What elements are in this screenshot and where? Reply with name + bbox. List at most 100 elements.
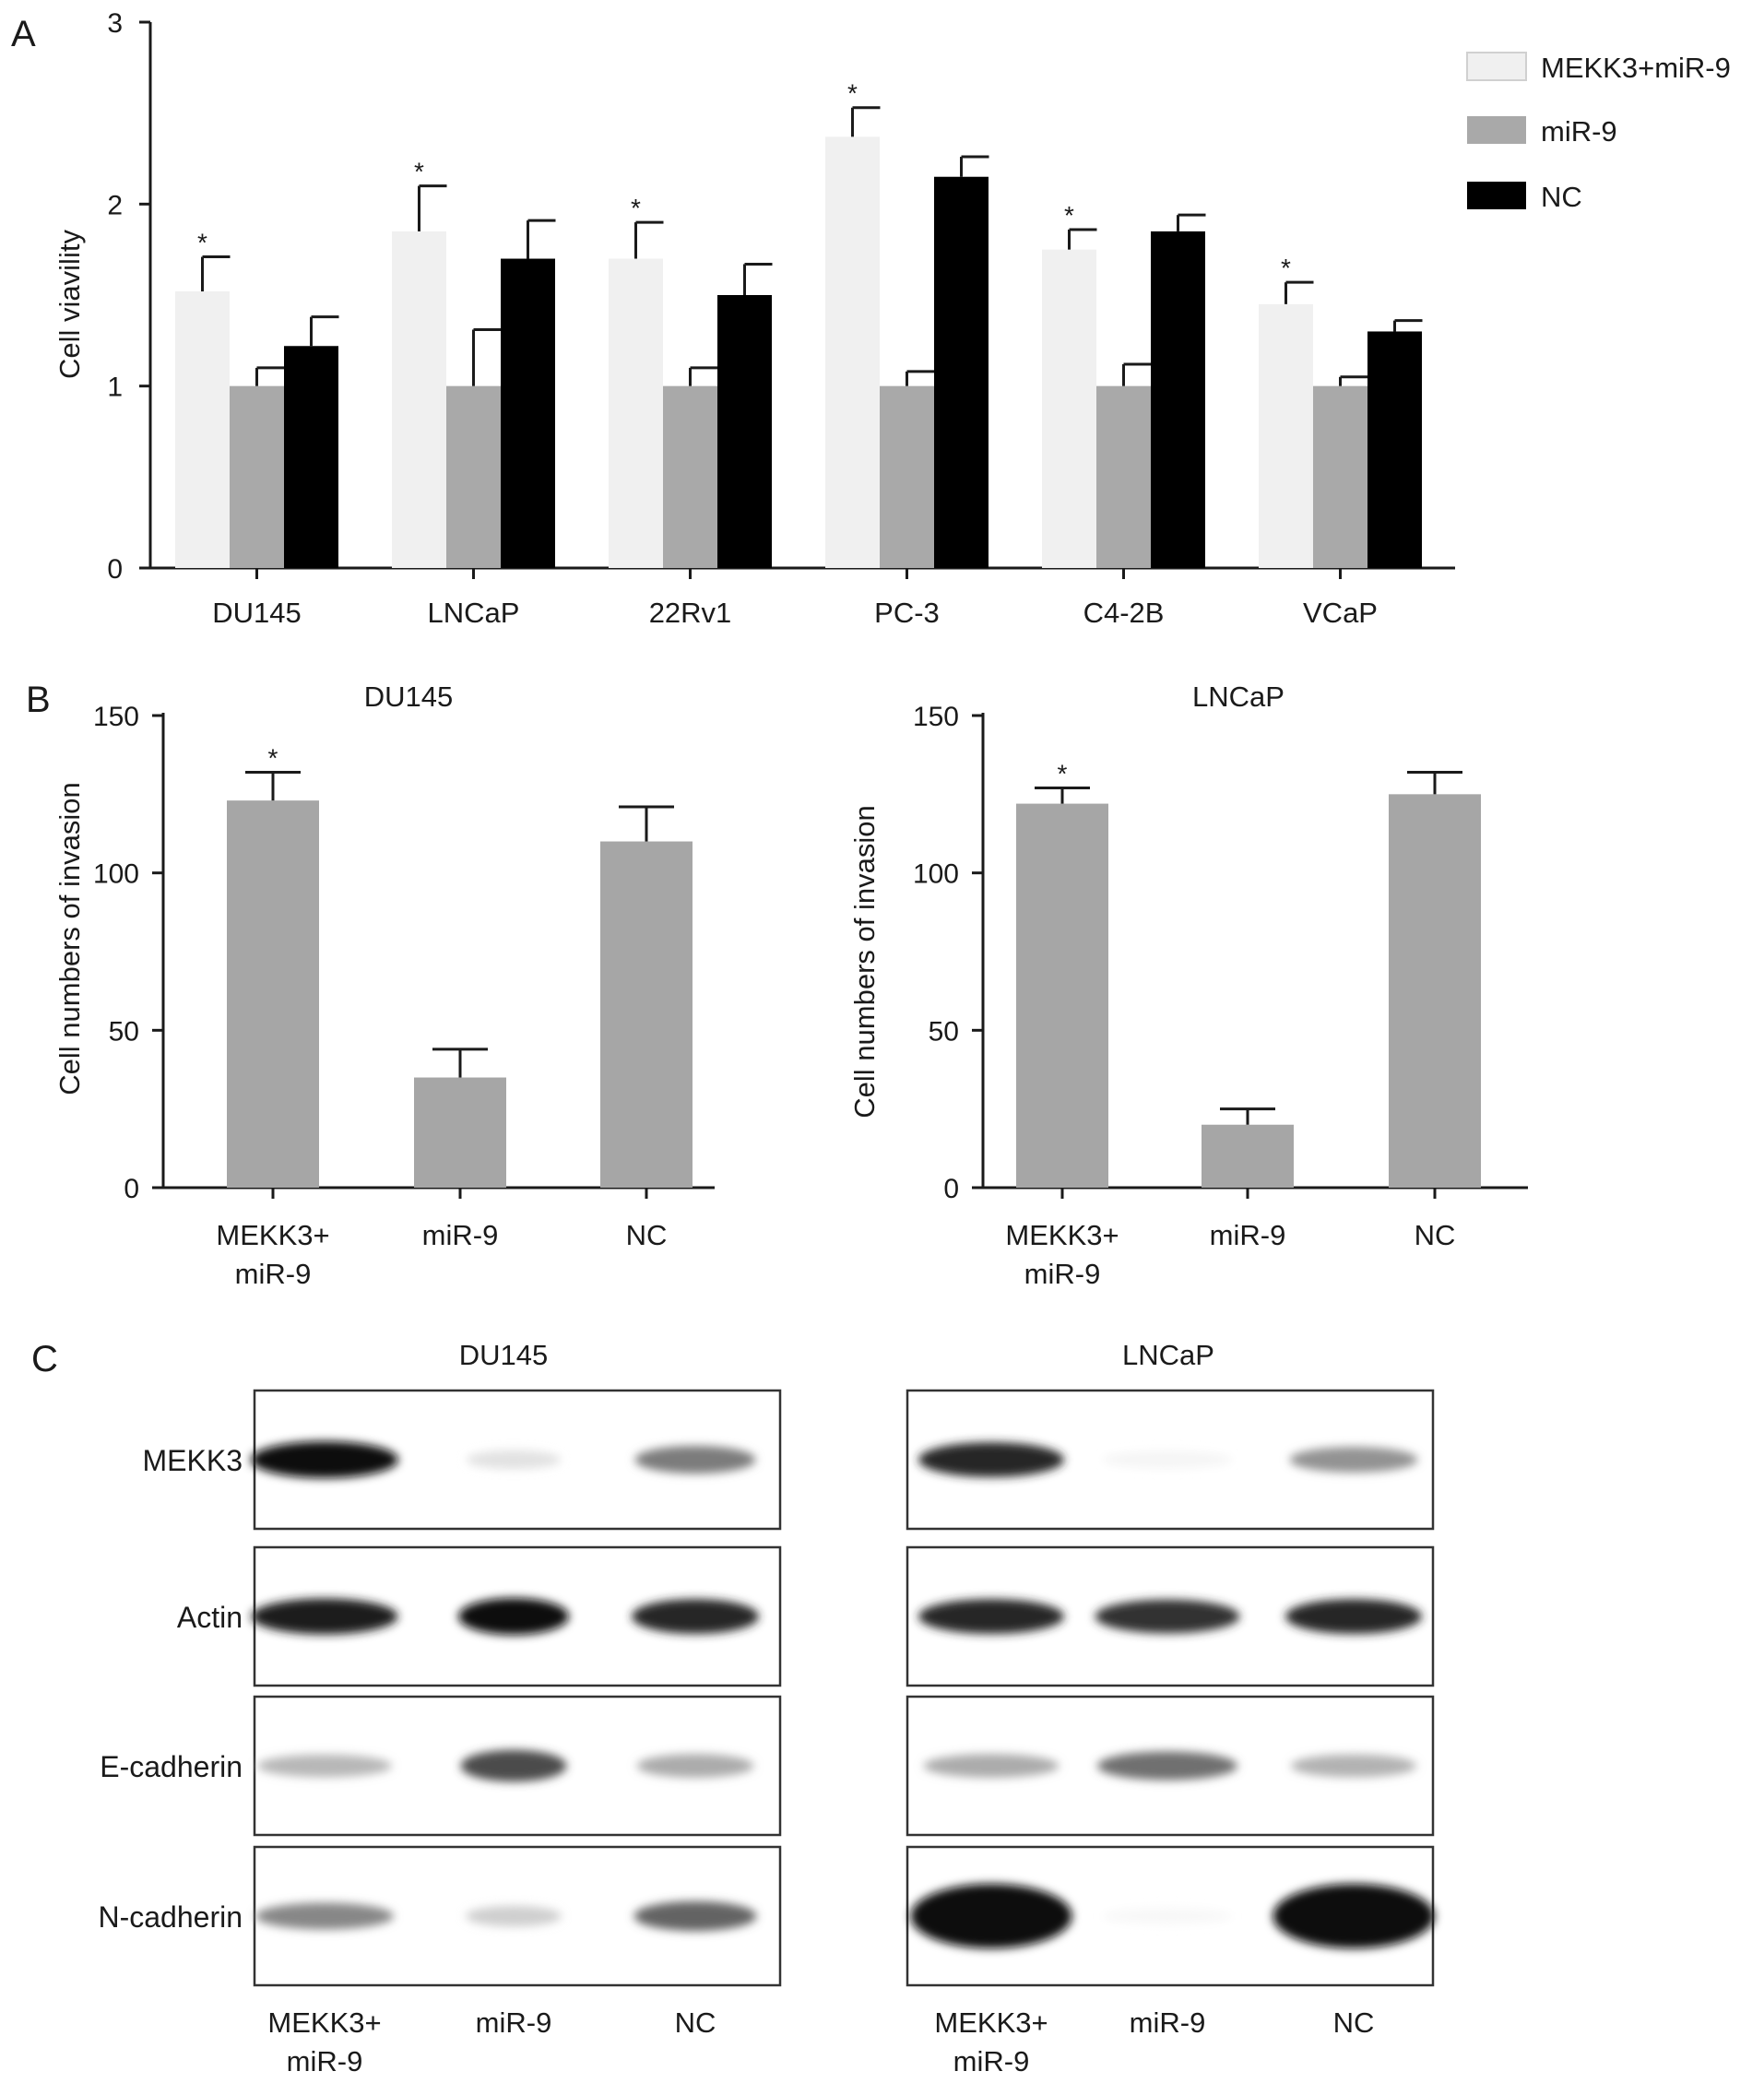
bar xyxy=(609,258,663,568)
bar xyxy=(1389,794,1481,1188)
x-tick-label: NC xyxy=(1415,1219,1456,1251)
bar xyxy=(934,176,989,568)
bar xyxy=(175,291,230,568)
blot-band xyxy=(632,1599,759,1634)
blot-row-label: MEKK3 xyxy=(143,1444,243,1477)
bar xyxy=(446,385,501,568)
x-tick-label: MEKK3+ xyxy=(1005,1219,1119,1251)
blot-band xyxy=(910,1884,1072,1948)
y-axis-title: Cell numbers of invasion xyxy=(848,805,881,1118)
y-axis-title: Cell numbers of invasion xyxy=(53,782,86,1095)
legend-swatch xyxy=(1467,182,1526,209)
blot-band xyxy=(251,1598,398,1635)
x-tick-label: miR-9 xyxy=(422,1219,499,1251)
y-tick-label: 50 xyxy=(929,1016,959,1047)
blot-band xyxy=(1285,1599,1422,1634)
blot-band xyxy=(251,1441,398,1478)
x-tick-label: LNCaP xyxy=(428,597,520,629)
bar xyxy=(284,346,338,568)
bar xyxy=(1202,1124,1294,1188)
blot-lane-label: miR-9 xyxy=(287,2045,363,2077)
blot-row-label: E-cadherin xyxy=(100,1750,243,1783)
x-tick-label: DU145 xyxy=(212,597,302,629)
panel-letter-a: A xyxy=(11,14,36,54)
blot-band xyxy=(918,1442,1064,1477)
blot-lane-label: miR-9 xyxy=(953,2045,1030,2077)
blot-band xyxy=(1097,1751,1237,1781)
x-tick-label: PC-3 xyxy=(874,597,940,629)
bar xyxy=(392,231,446,568)
cell-viability-chart: Cell viavility 0 1 2 3 * * * * * * DU145 LNCaP 22R… xyxy=(53,8,1731,629)
x-tick-label: 22Rv1 xyxy=(649,597,732,629)
x-tick-label: VCaP xyxy=(1303,597,1378,629)
y-tick-label: 150 xyxy=(913,702,959,732)
bar xyxy=(230,385,284,568)
y-tick-label: 0 xyxy=(124,1174,139,1204)
bar xyxy=(414,1077,506,1188)
significance-star: * xyxy=(631,194,641,222)
blot-row-label: Actin xyxy=(177,1601,243,1634)
blot-band xyxy=(633,1900,757,1932)
significance-star: * xyxy=(414,158,424,186)
blot-band xyxy=(255,1902,394,1930)
significance-star: * xyxy=(197,229,207,257)
bar xyxy=(1259,303,1313,568)
bar xyxy=(717,295,772,568)
panel-letter-b: B xyxy=(26,680,51,720)
x-tick-label: NC xyxy=(626,1219,668,1251)
blot-band xyxy=(1102,1907,1233,1925)
blot-band xyxy=(923,1754,1060,1778)
blot-band xyxy=(1102,1450,1233,1469)
blot-lane-label: NC xyxy=(1333,2006,1375,2039)
bar xyxy=(1367,331,1422,568)
bar xyxy=(600,841,693,1188)
blot-lane-label: MEKK3+ xyxy=(267,2006,381,2039)
blot-band xyxy=(1273,1884,1435,1948)
blot-lane-label: MEKK3+ xyxy=(934,2006,1048,2039)
bar xyxy=(501,258,555,568)
blot-band xyxy=(466,1450,562,1470)
blot-title-du145: DU145 xyxy=(459,1339,549,1371)
legend-swatch xyxy=(1467,116,1526,144)
blot-band xyxy=(634,1445,756,1474)
bar xyxy=(227,800,319,1188)
invasion-chart-du145: DU145 Cell numbers of invasion 0 50 100 150… xyxy=(53,681,715,1290)
blot-band xyxy=(466,1905,562,1927)
blot-lane-label: NC xyxy=(675,2006,716,2039)
y-tick-label: 50 xyxy=(109,1016,139,1047)
significance-star: * xyxy=(1281,254,1291,282)
bar xyxy=(1016,803,1108,1188)
invasion-chart-lncap: LNCaP Cell numbers of invasion 0 50 100 150… xyxy=(848,681,1528,1290)
legend-swatch xyxy=(1466,52,1527,81)
blot-band xyxy=(460,1749,567,1782)
bar xyxy=(1096,385,1151,568)
y-tick-label: 100 xyxy=(93,859,139,890)
legend: MEKK3+miR-9 miR-9 NC xyxy=(1466,52,1731,213)
blot-lane-label: miR-9 xyxy=(476,2006,552,2039)
significance-star: * xyxy=(1058,760,1068,788)
chart-title-lncap: LNCaP xyxy=(1192,681,1285,713)
panel-letter-c: C xyxy=(31,1339,58,1379)
blot-band xyxy=(1289,1447,1418,1473)
y-tick-label: 100 xyxy=(913,859,959,890)
bar xyxy=(880,385,934,568)
y-tick-label: 0 xyxy=(107,554,123,585)
significance-star: * xyxy=(1064,201,1074,230)
blot-band xyxy=(257,1754,392,1778)
y-tick-label: 3 xyxy=(107,8,123,39)
legend-label: NC xyxy=(1541,181,1582,213)
bar xyxy=(1151,231,1205,568)
y-tick-label: 2 xyxy=(107,190,123,220)
y-axis-title: Cell viavility xyxy=(53,230,86,379)
western-blots: DU145 LNCaP MEKK3 Actin E-cadherin N-cadher… xyxy=(98,1339,1435,2077)
x-tick-label: MEKK3+ xyxy=(216,1219,329,1251)
chart-title-du145: DU145 xyxy=(364,681,454,713)
legend-label: MEKK3+miR-9 xyxy=(1541,52,1731,84)
blot-title-lncap: LNCaP xyxy=(1122,1339,1214,1371)
blot-band xyxy=(1290,1754,1417,1778)
blot-band xyxy=(918,1599,1064,1634)
y-tick-label: 0 xyxy=(943,1174,959,1204)
blot-band xyxy=(458,1598,569,1635)
bar xyxy=(825,136,880,568)
